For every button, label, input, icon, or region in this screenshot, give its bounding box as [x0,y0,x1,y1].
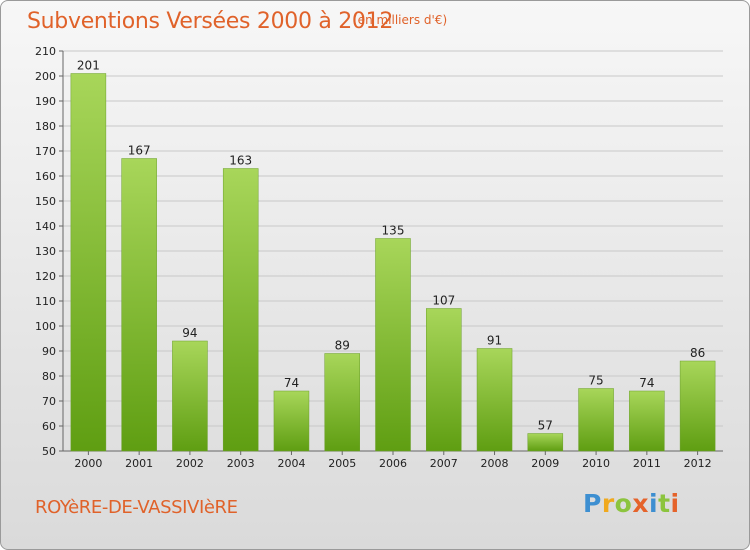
y-tick-label: 140 [35,220,56,233]
data-label: 89 [335,339,350,353]
x-tick-label: 2006 [379,457,407,470]
bar [324,353,360,452]
proxiti-logo[interactable]: Proxiti [583,489,680,518]
bar [375,238,411,452]
x-tick-label: 2007 [430,457,458,470]
data-label: 135 [382,224,405,238]
y-tick-label: 60 [42,420,56,433]
y-tick-label: 180 [35,120,56,133]
data-label: 86 [690,346,705,360]
y-tick-label: 50 [42,445,56,458]
x-tick-label: 2004 [277,457,305,470]
bar [629,390,665,452]
y-tick-label: 210 [35,45,56,58]
x-tick-label: 2011 [633,457,661,470]
x-tick-label: 2003 [227,457,255,470]
y-tick-label: 90 [42,345,56,358]
bars [70,73,716,452]
x-tick-label: 2001 [125,457,153,470]
y-tick-label: 110 [35,295,56,308]
data-label: 57 [538,419,553,433]
bar [70,73,107,452]
y-tick-label: 70 [42,395,56,408]
data-label: 94 [182,326,197,340]
x-tick-label: 2009 [531,457,559,470]
data-label: 167 [128,144,151,158]
bar [426,308,462,452]
y-tick-label: 200 [35,70,56,83]
x-tick-label: 2005 [328,457,356,470]
x-tick-label: 2000 [74,457,102,470]
y-tick-label: 120 [35,270,56,283]
y-tick-label: 130 [35,245,56,258]
chart-subtitle: (en milliers d'€) [353,13,448,27]
bar [121,158,157,452]
bar [476,348,513,452]
bar [527,433,564,452]
data-label: 163 [229,154,252,168]
data-label: 75 [588,374,603,388]
bar [172,340,208,452]
data-label: 91 [487,334,502,348]
x-tick-label: 2010 [582,457,610,470]
labels: 50 60 70 80 90 100 110 120 130 140 150 160 170 180 190… [35,45,712,470]
y-tick-label: 80 [42,370,56,383]
data-label: 74 [284,376,299,390]
y-tick-label: 170 [35,145,56,158]
x-tick-label: 2008 [481,457,509,470]
data-label: 74 [639,376,654,390]
bar [222,168,259,452]
x-tick-label: 2002 [176,457,204,470]
y-tick-label: 100 [35,320,56,333]
chart-title: Subventions Versées 2000 à 2012 [27,9,394,34]
bar [578,388,614,452]
bar [273,390,310,452]
y-tick-label: 160 [35,170,56,183]
bar [679,360,716,452]
x-tick-label: 2012 [684,457,712,470]
y-tick-label: 150 [35,195,56,208]
data-label: 107 [432,294,455,308]
data-label: 201 [77,59,100,73]
commune-name: ROYèRE-DE-VASSIVIèRE [35,497,238,518]
y-tick-label: 190 [35,95,56,108]
